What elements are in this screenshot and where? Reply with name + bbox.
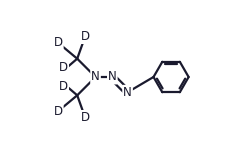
Text: D: D [81,111,90,124]
Text: D: D [81,30,90,43]
Text: N: N [108,71,117,83]
Text: D: D [54,105,63,118]
Text: D: D [59,80,68,93]
Text: N: N [123,86,132,99]
Text: N: N [91,71,100,83]
Text: D: D [54,36,63,49]
Text: D: D [59,61,68,74]
